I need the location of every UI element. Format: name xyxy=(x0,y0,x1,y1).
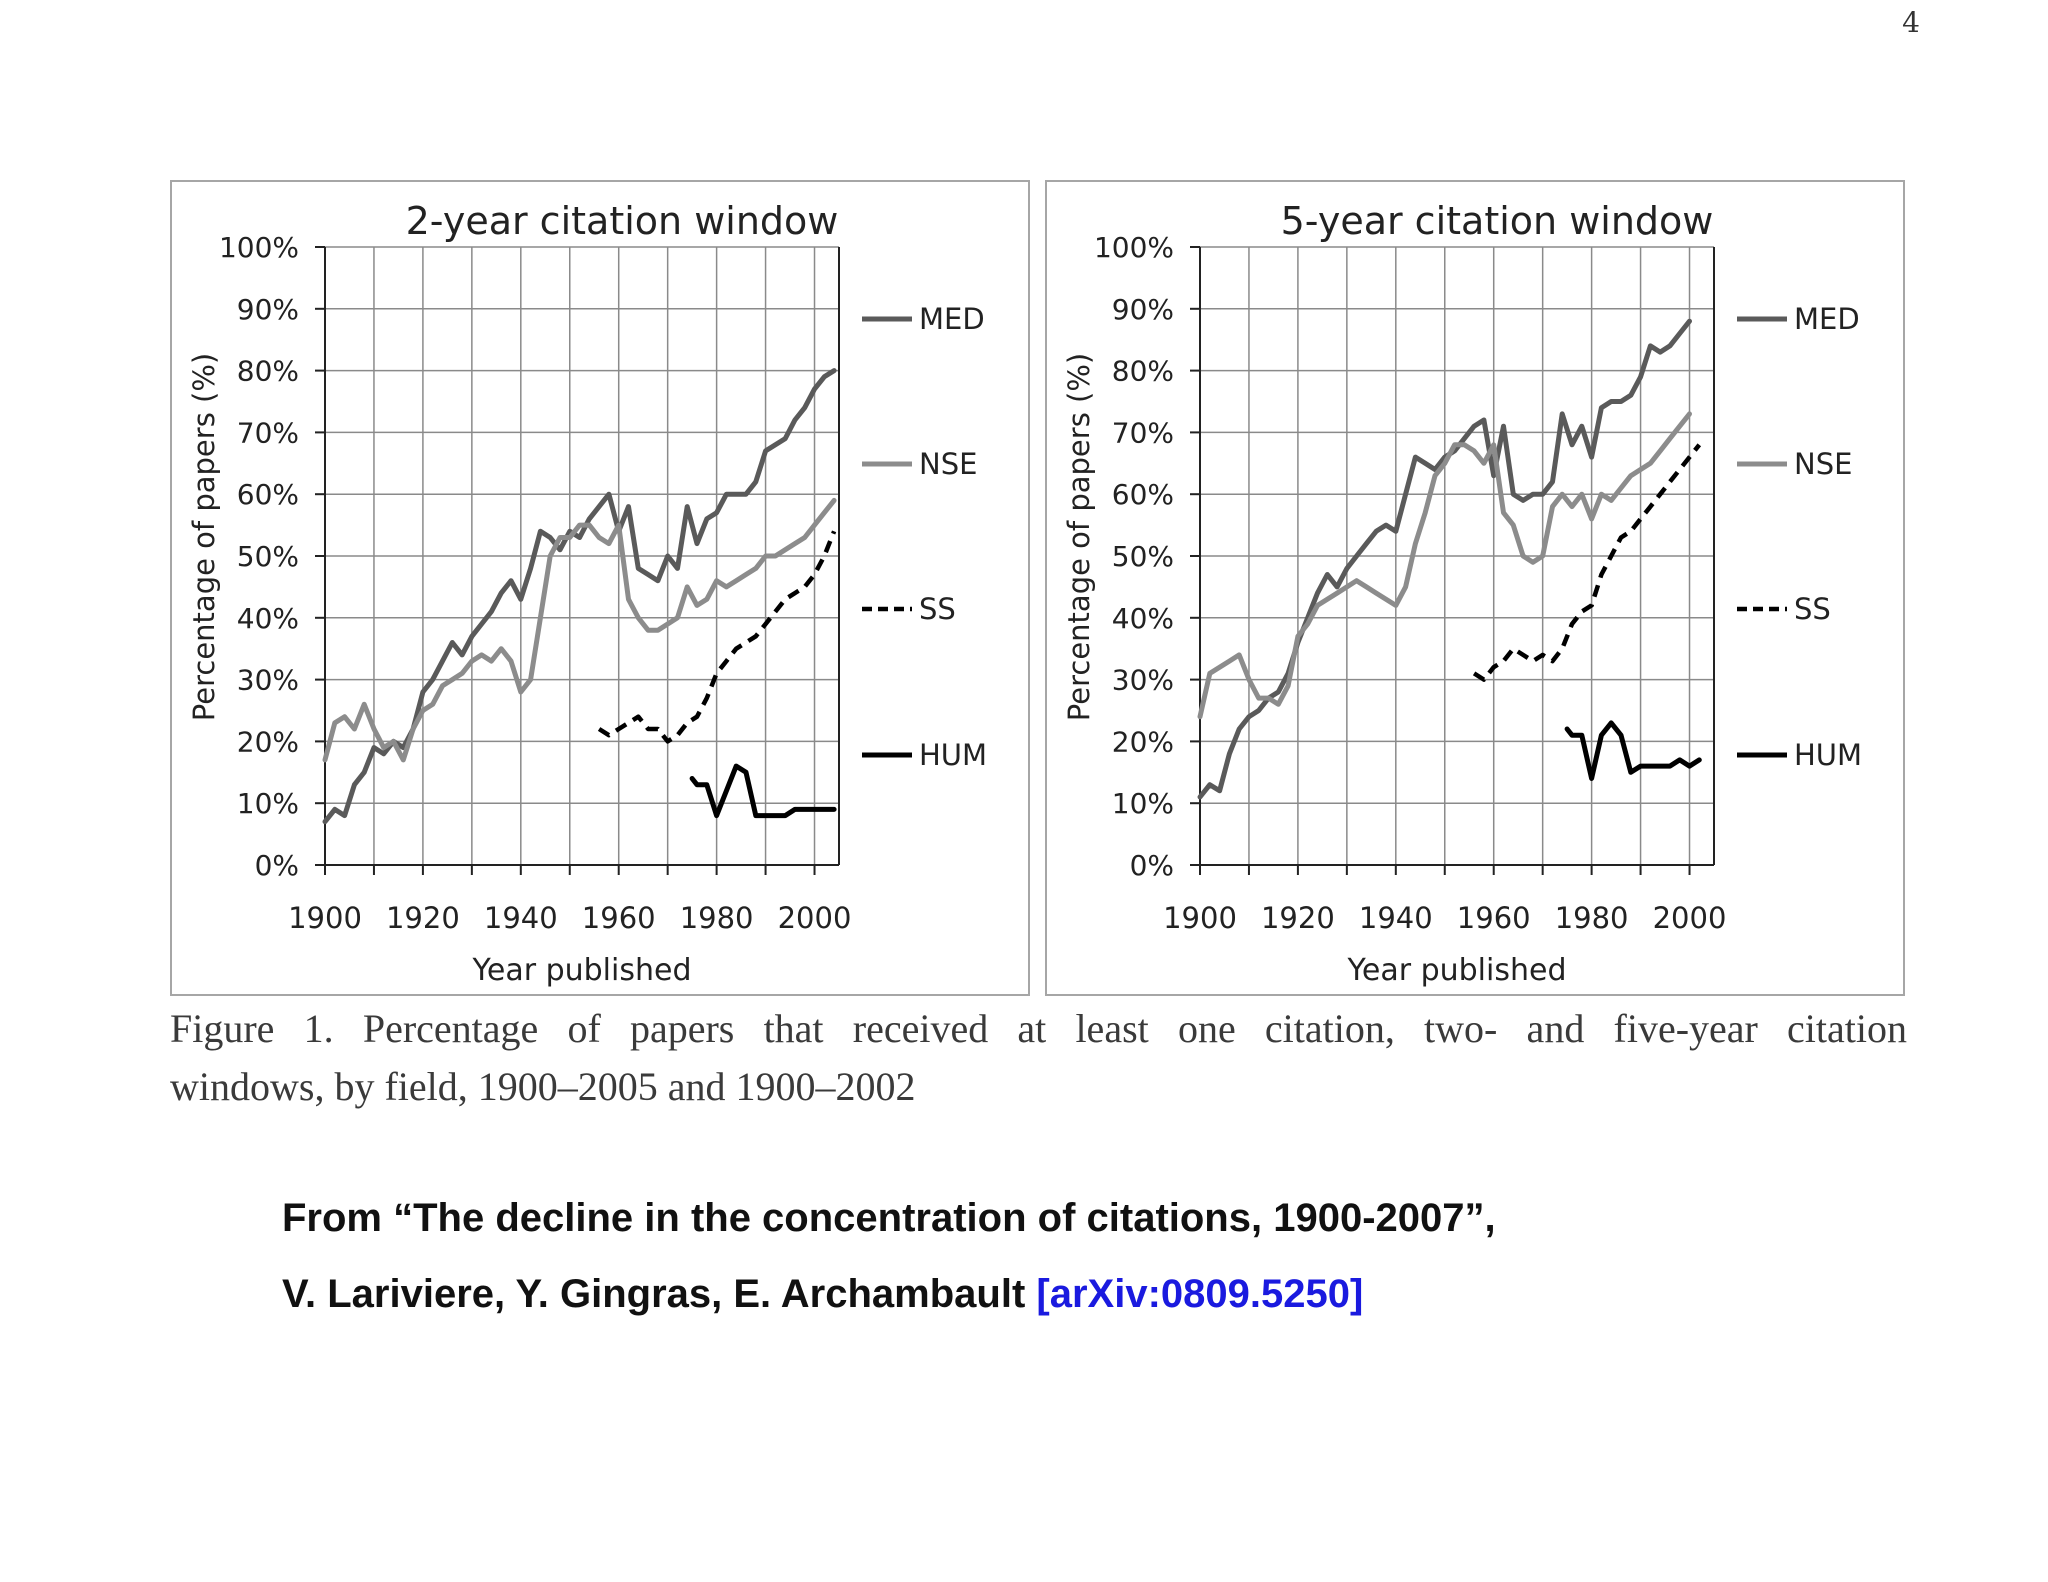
x-tick-label: 1980 xyxy=(1555,901,1629,935)
y-tick-label: 100% xyxy=(1094,231,1174,264)
series-line-ss xyxy=(1472,443,1702,682)
source-paper-title: From “The decline in the concentration o… xyxy=(282,1196,1496,1240)
x-axis-label: Year published xyxy=(472,953,692,988)
x-tick-label: 2000 xyxy=(1653,901,1727,935)
y-tick-label: 70% xyxy=(1112,416,1174,449)
arxiv-link[interactable]: [arXiv:0809.5250] xyxy=(1036,1272,1364,1316)
y-tick-label: 80% xyxy=(1112,355,1174,388)
y-tick-label: 80% xyxy=(237,355,299,388)
legend-label-hum: HUM xyxy=(1794,738,1862,772)
chart-panel-2-year: 0% 10% 20% 30% 40% 50% 60% 70% 80% 90% 100% 1900 192… xyxy=(170,180,1030,996)
x-tick-label: 1960 xyxy=(1457,901,1531,935)
y-tick-label: 0% xyxy=(255,849,299,882)
x-tick-label: 1900 xyxy=(288,901,362,935)
y-axis-label: Percentage of papers (%) xyxy=(187,353,221,721)
x-axis-label: Year published xyxy=(1347,953,1567,988)
series-line-ss xyxy=(597,530,837,744)
y-axis-label: Percentage of papers (%) xyxy=(1062,353,1096,721)
chart-title: 2-year citation window xyxy=(406,199,839,243)
y-tick-label: 10% xyxy=(237,787,299,820)
x-tick-label: 1940 xyxy=(484,901,558,935)
x-tick-label: 1920 xyxy=(386,901,460,935)
page-number: 4 xyxy=(1902,6,1920,39)
y-tick-label: 50% xyxy=(237,540,299,573)
chart-2-year-citation-window: 0% 10% 20% 30% 40% 50% 60% 70% 80% 90% 100% 1900 192… xyxy=(187,199,987,988)
y-tick-label: 10% xyxy=(1112,787,1174,820)
source-authors: V. Lariviere, Y. Gingras, E. Archambault xyxy=(282,1272,1037,1316)
figure-caption-line2: windows, by field, 1900–2005 and 1900–20… xyxy=(170,1064,916,1109)
x-tick-label: 1900 xyxy=(1163,901,1237,935)
y-tick-label: 40% xyxy=(1112,602,1174,635)
y-tick-label: 40% xyxy=(237,602,299,635)
y-tick-label: 60% xyxy=(237,478,299,511)
chart-5-year-citation-window: 0% 10% 20% 30% 40% 50% 60% 70% 80% 90% 100% 1900 192… xyxy=(1062,199,1862,988)
y-tick-label: 60% xyxy=(1112,478,1174,511)
legend-label-med: MED xyxy=(1794,302,1860,336)
figure-caption: Figure 1. Percentage of papers that rece… xyxy=(170,1000,1907,1116)
y-tick-label: 30% xyxy=(1112,664,1174,697)
source-authors-line: V. Lariviere, Y. Gingras, E. Archambault… xyxy=(282,1272,1363,1317)
series-line-hum xyxy=(1564,720,1702,781)
y-tick-label: 70% xyxy=(237,416,299,449)
figure-caption-line1: Figure 1. Percentage of papers that rece… xyxy=(170,1006,1907,1051)
legend-label-nse: NSE xyxy=(919,447,977,481)
series-line-hum xyxy=(689,763,837,819)
y-tick-label: 90% xyxy=(1112,293,1174,326)
legend-label-nse: NSE xyxy=(1794,447,1852,481)
series-line-nse xyxy=(1197,411,1692,720)
x-tick-label: 2000 xyxy=(778,901,852,935)
chart-title: 5-year citation window xyxy=(1281,199,1714,243)
legend-label-hum: HUM xyxy=(919,738,987,772)
series-line-nse xyxy=(322,497,837,763)
series-line-med xyxy=(1197,318,1692,800)
x-tick-label: 1980 xyxy=(680,901,754,935)
x-tick-label: 1960 xyxy=(582,901,656,935)
y-tick-label: 100% xyxy=(219,231,299,264)
y-tick-label: 0% xyxy=(1130,849,1174,882)
y-tick-label: 90% xyxy=(237,293,299,326)
y-tick-label: 30% xyxy=(237,664,299,697)
y-tick-label: 50% xyxy=(1112,540,1174,573)
x-tick-label: 1920 xyxy=(1261,901,1335,935)
y-tick-label: 20% xyxy=(237,725,299,758)
legend-label-med: MED xyxy=(919,302,985,336)
x-tick-label: 1940 xyxy=(1359,901,1433,935)
legend-label-ss: SS xyxy=(1794,592,1831,626)
chart-panel-5-year: 0% 10% 20% 30% 40% 50% 60% 70% 80% 90% 100% 1900 192… xyxy=(1045,180,1905,996)
y-tick-label: 20% xyxy=(1112,725,1174,758)
legend-label-ss: SS xyxy=(919,592,956,626)
